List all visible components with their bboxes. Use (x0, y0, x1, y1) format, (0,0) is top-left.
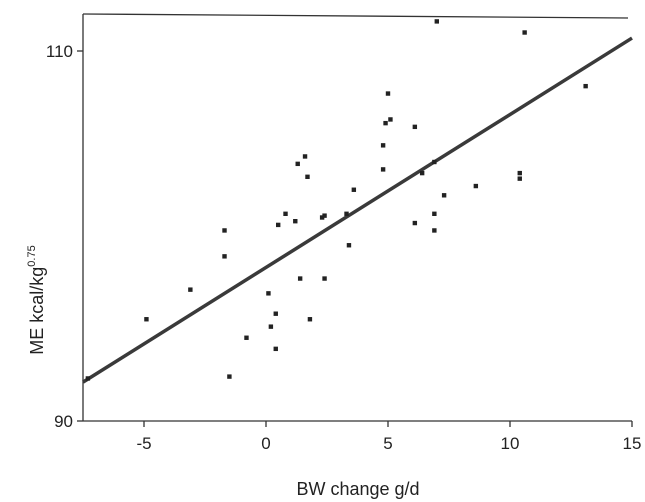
data-point (344, 211, 349, 216)
data-point (517, 176, 522, 181)
x-tick-label: 10 (501, 434, 520, 453)
data-point (283, 211, 288, 216)
data-point (268, 324, 274, 329)
data-point (222, 254, 227, 259)
data-point (419, 170, 425, 176)
data-point (583, 83, 588, 89)
y-tick-label: 110 (46, 42, 73, 61)
data-point (266, 291, 271, 296)
y-axis-label-superscript: 0.75 (26, 245, 38, 266)
data-point (434, 19, 439, 24)
x-axis-ticks: -5 0 5 10 15 (136, 421, 641, 453)
y-axis-label: ME kcal/kg0.75 (26, 245, 47, 354)
data-point (351, 187, 357, 192)
data-point (305, 174, 310, 179)
data-point (273, 346, 278, 352)
data-point (385, 91, 391, 96)
data-point (432, 159, 437, 165)
data-point (222, 228, 227, 233)
data-point (346, 243, 352, 248)
y-axis-label-main: ME kcal/kg (27, 267, 47, 355)
x-tick-label: 5 (383, 434, 392, 453)
data-point (322, 276, 327, 281)
top-border (82, 13, 629, 19)
regression-line-group (82, 36, 633, 384)
data-point (295, 161, 300, 167)
data-point (473, 183, 479, 189)
data-point (432, 228, 437, 233)
data-point (188, 287, 193, 292)
data-point (273, 311, 278, 316)
data-point (227, 374, 232, 379)
y-axis-ticks: 90 110 (46, 42, 83, 431)
x-tick-label: 15 (623, 434, 642, 453)
data-point (297, 276, 303, 281)
x-tick-label: 0 (261, 434, 270, 453)
x-tick-label: -5 (136, 434, 151, 453)
data-point (293, 219, 298, 224)
plot-area (82, 13, 632, 422)
data-point (412, 124, 418, 130)
data-point (412, 220, 418, 226)
data-point (319, 215, 325, 220)
data-point (383, 120, 388, 126)
data-point (441, 193, 447, 198)
data-point (522, 30, 527, 35)
data-point (380, 167, 386, 172)
x-axis-label: BW change g/d (296, 479, 419, 499)
data-point (517, 170, 522, 176)
data-point (244, 335, 249, 340)
data-point (322, 213, 327, 218)
y-tick-label: 90 (54, 412, 73, 431)
regression-line (82, 36, 633, 384)
data-points (85, 19, 588, 381)
data-point (302, 154, 308, 159)
data-point (144, 317, 149, 322)
data-point (380, 143, 386, 148)
data-point (432, 211, 437, 216)
data-point (388, 117, 393, 122)
data-point (276, 222, 281, 228)
data-point (85, 376, 91, 381)
data-point (307, 317, 313, 322)
